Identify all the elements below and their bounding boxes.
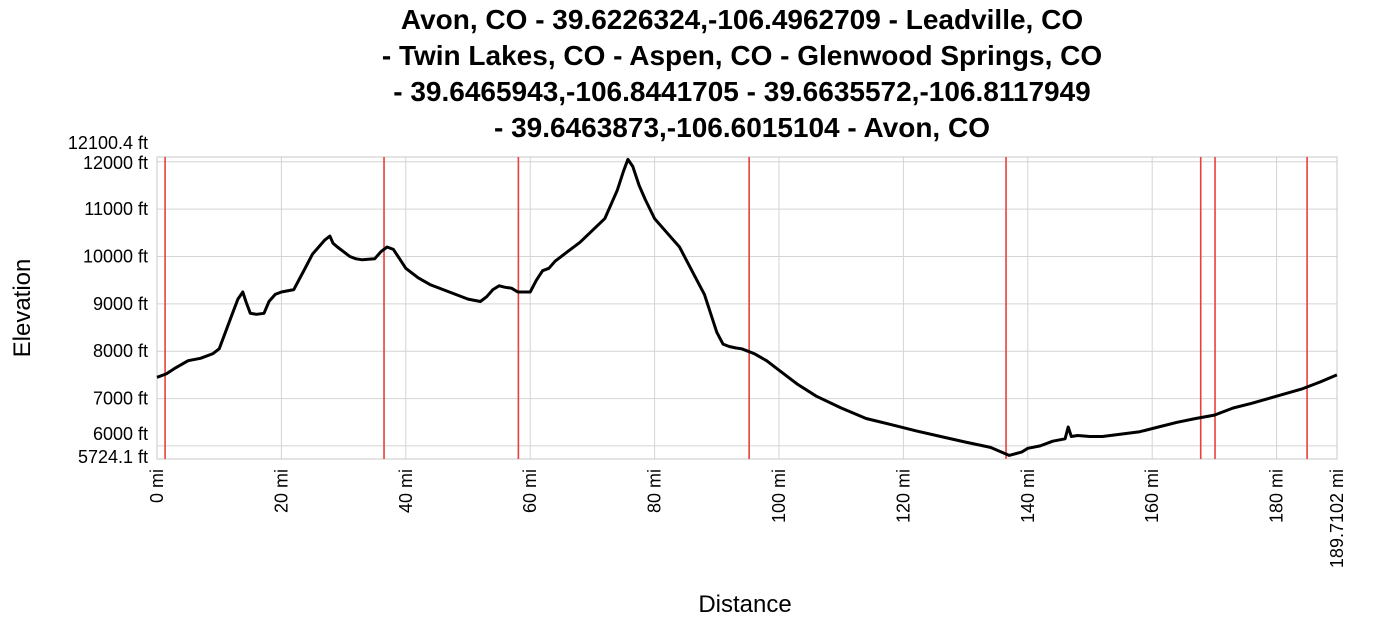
chart-title: Avon, CO - 39.6226324,-106.4962709 - Lea… <box>0 2 1374 146</box>
x-tick-label: 100 mi <box>769 469 789 523</box>
y-tick-label: 5724.1 ft <box>78 447 148 467</box>
grid-lines <box>156 156 1338 460</box>
x-tick-label: 80 mi <box>645 469 665 513</box>
waypoint-markers <box>164 157 1308 459</box>
chart-title-line-3: - 39.6465943,-106.8441705 - 39.6635572,-… <box>393 76 1091 107</box>
x-tick-label: 180 mi <box>1267 469 1287 523</box>
elevation-line <box>156 157 1338 457</box>
y-tick-label: 6000 ft <box>93 424 148 444</box>
y-axis-label: Elevation <box>9 259 36 358</box>
x-tick-label: 160 mi <box>1142 469 1162 523</box>
x-tick-label: 0 mi <box>147 469 167 503</box>
y-tick-label: 11000 ft <box>84 199 148 219</box>
x-axis-label: Distance <box>698 591 791 618</box>
plot-area-frame <box>156 156 1338 460</box>
y-tick-label: 12000 ft <box>83 153 148 173</box>
series-group <box>156 157 1338 457</box>
y-tick-label: 7000 ft <box>93 389 148 409</box>
x-tick-label: 40 mi <box>396 469 416 513</box>
chart-title-line-4: - 39.6463873,-106.6015104 - Avon, CO <box>493 112 990 143</box>
x-tick-label: 120 mi <box>893 469 913 523</box>
x-tick-label: 140 mi <box>1018 469 1038 523</box>
chart-title-line-1: Avon, CO - 39.6226324,-106.4962709 - Lea… <box>400 4 1084 35</box>
y-tick-label: 8000 ft <box>93 341 148 361</box>
y-tick-label: 9000 ft <box>93 294 148 314</box>
x-tick-label: 20 mi <box>271 469 291 513</box>
x-axis-ticks: 0 mi 20 mi 40 mi 60 mi 80 mi 100 mi 120 mi 140 … <box>147 469 1347 568</box>
x-tick-label: 189.7102 mi <box>1327 469 1347 568</box>
y-tick-label: 12100.4 ft <box>68 133 148 153</box>
chart-title-line-2: - Twin Lakes, CO - Aspen, CO - Glenwood … <box>381 40 1103 71</box>
x-tick-label: 60 mi <box>520 469 540 513</box>
y-tick-label: 10000 ft <box>83 246 148 266</box>
